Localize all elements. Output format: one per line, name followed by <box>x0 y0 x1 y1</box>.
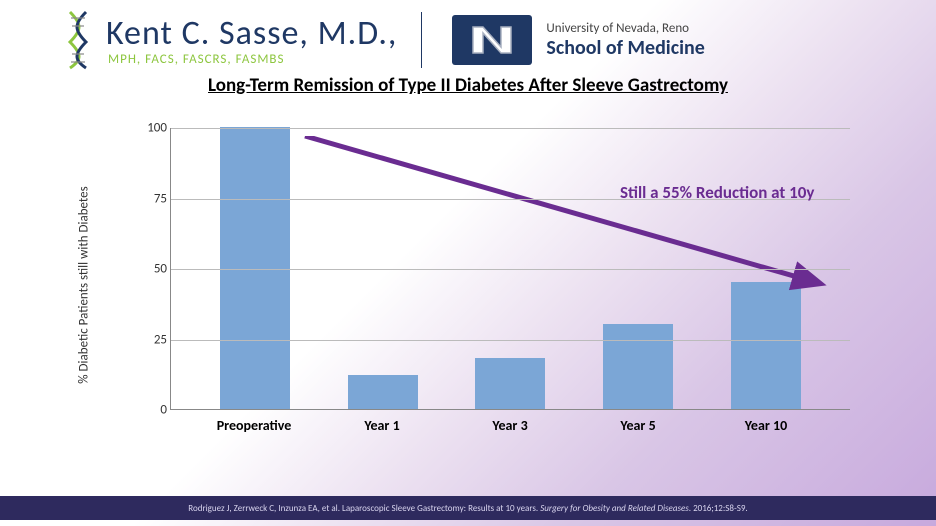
doctor-name-block: Kent C. Sasse, M.D., MPH, FACS, FASCRS, … <box>106 13 397 67</box>
university-logo: University of Nevada, Reno School of Med… <box>452 15 704 65</box>
plot-area: 0255075100 <box>170 128 850 410</box>
x-tick-label: Preoperative <box>209 417 299 434</box>
bar-group <box>721 282 811 409</box>
slide-root: Kent C. Sasse, M.D., MPH, FACS, FASCRS, … <box>0 0 936 526</box>
university-text: University of Nevada, Reno School of Med… <box>546 21 704 60</box>
doctor-name: Kent C. Sasse, M.D., <box>106 13 397 54</box>
doctor-logo: Kent C. Sasse, M.D., MPH, FACS, FASCRS, … <box>60 10 397 70</box>
y-tick-label: 75 <box>139 191 167 206</box>
y-tick-label: 50 <box>139 262 167 277</box>
grid-line <box>171 269 850 270</box>
y-tick-label: 25 <box>139 332 167 347</box>
doctor-credentials: MPH, FACS, FASCRS, FASMBS <box>108 52 397 67</box>
x-tick-label: Year 1 <box>337 417 427 434</box>
header-divider <box>421 12 422 68</box>
dna-icon <box>60 10 96 70</box>
chart-title: Long-Term Remission of Type II Diabetes … <box>0 74 936 97</box>
bar <box>475 358 545 409</box>
bar-group <box>210 127 300 409</box>
x-tick-label: Year 3 <box>465 417 555 434</box>
bar <box>731 282 801 409</box>
citation-journal: Surgery for Obesity and Related Diseases <box>540 503 689 514</box>
bar <box>220 127 290 409</box>
x-labels: Preoperative Year 1 Year 3 Year 5 Year 10 <box>170 417 850 434</box>
bar-group <box>338 375 428 409</box>
bar-group <box>465 358 555 409</box>
y-tick-label: 0 <box>139 403 167 418</box>
bar-group <box>593 324 683 409</box>
y-axis-label: % Diabetic Patients still with Diabetes <box>77 186 92 383</box>
bar <box>603 324 673 409</box>
citation-prefix: Rodriguez J, Zerrweck C, Inzunza EA, et … <box>188 503 540 514</box>
citation-suffix: . 2016;12:S8-S9. <box>689 503 748 514</box>
grid-line <box>171 128 850 129</box>
header: Kent C. Sasse, M.D., MPH, FACS, FASCRS, … <box>0 0 936 70</box>
nevada-n-icon <box>469 23 515 57</box>
nevada-n-badge <box>452 15 532 65</box>
citation: Rodriguez J, Zerrweck C, Inzunza EA, et … <box>188 503 747 514</box>
bar <box>348 375 418 409</box>
grid-line <box>171 340 850 341</box>
footer-bar: Rodriguez J, Zerrweck C, Inzunza EA, et … <box>0 496 936 520</box>
annotation-text: Still a 55% Reduction at 10y <box>620 182 814 203</box>
university-line2: School of Medicine <box>546 36 704 60</box>
university-line1: University of Nevada, Reno <box>546 21 704 36</box>
x-tick-label: Year 5 <box>593 417 683 434</box>
x-tick-label: Year 10 <box>721 417 811 434</box>
chart: % Diabetic Patients still with Diabetes … <box>120 120 870 450</box>
y-tick-label: 100 <box>139 121 167 136</box>
